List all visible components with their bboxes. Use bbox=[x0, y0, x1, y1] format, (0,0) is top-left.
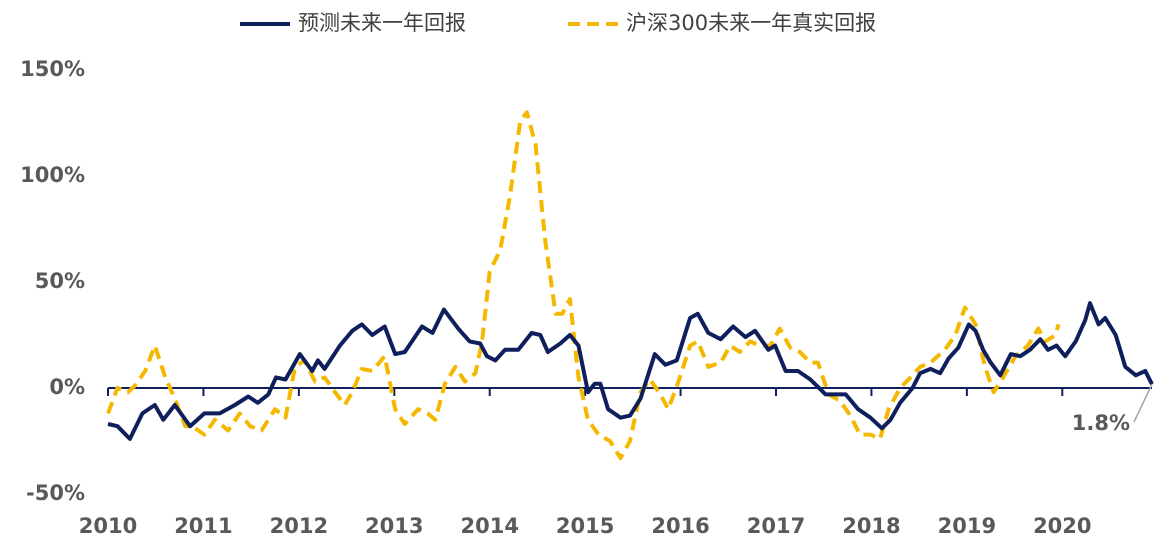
y-tick-label: 0% bbox=[49, 375, 85, 399]
y-tick-label: 100% bbox=[20, 163, 85, 187]
y-tick-label: 50% bbox=[35, 269, 85, 293]
x-tick-label: 2011 bbox=[174, 514, 232, 538]
x-tick-label: 2018 bbox=[842, 514, 900, 538]
series-line bbox=[106, 110, 1061, 460]
x-tick-label: 2013 bbox=[365, 514, 423, 538]
x-tick-label: 2015 bbox=[556, 514, 614, 538]
series-line bbox=[107, 301, 1154, 441]
x-tick-label: 2016 bbox=[651, 514, 709, 538]
x-tick-label: 2014 bbox=[460, 514, 518, 538]
legend-label: 预测未来一年回报 bbox=[298, 11, 466, 35]
y-tick-label: 150% bbox=[20, 57, 85, 81]
annotation-label: 1.8% bbox=[1072, 411, 1130, 435]
x-tick-label: 2010 bbox=[79, 514, 137, 538]
x-tick-label: 2017 bbox=[747, 514, 805, 538]
annotation-leader bbox=[1133, 383, 1153, 423]
x-tick-label: 2019 bbox=[938, 514, 996, 538]
x-tick-label: 2012 bbox=[270, 514, 328, 538]
legend-label: 沪深300未来一年真实回报 bbox=[626, 11, 876, 35]
x-tick-label: 2020 bbox=[1033, 514, 1091, 538]
y-tick-label: -50% bbox=[26, 481, 85, 505]
